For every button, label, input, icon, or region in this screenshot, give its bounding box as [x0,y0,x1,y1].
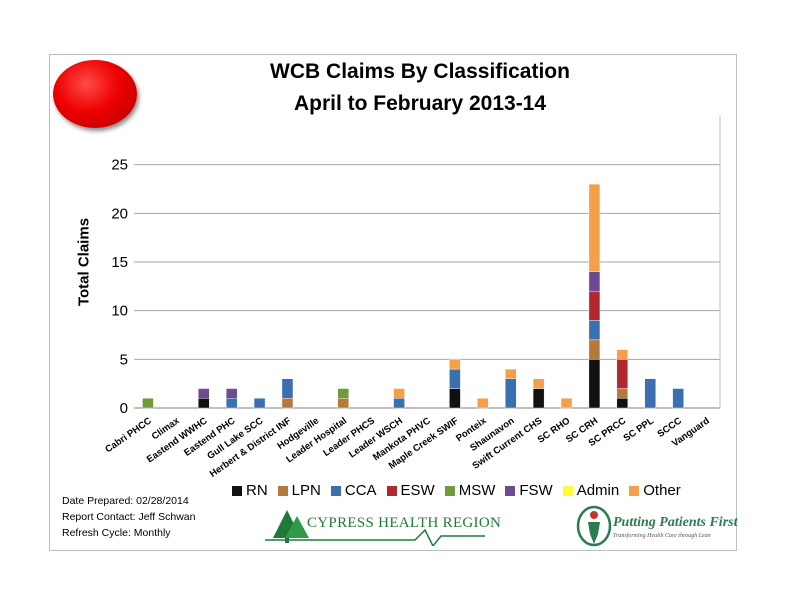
bar-rn-11 [449,388,461,409]
bar-rn-17 [616,398,629,409]
y-tick-label-10: 10 [111,303,128,320]
legend-label-admin: Admin [576,482,620,499]
bar-fsw-2 [198,388,210,399]
bar-other-13 [505,368,517,380]
y-tick-label-5: 5 [120,351,128,368]
bar-cca-5 [281,378,294,399]
bar-esw-16 [588,291,601,321]
legend-item-lpn: LPN [277,482,321,499]
patient-figure-logo-icon [576,505,612,547]
legend-label-cca: CCA [344,482,377,499]
bar-fsw-16 [588,271,601,292]
bar-cca-19 [672,388,684,409]
y-tick-label-0: 0 [120,400,128,417]
bar-lpn-5 [281,398,294,409]
legend-label-lpn: LPN [291,482,321,499]
x-tick-label-18: SC PPL [622,415,657,444]
bar-other-12 [477,398,489,409]
legend-item-esw: ESW [386,482,435,499]
y-tick-label-15: 15 [111,254,128,271]
legend-label-msw: MSW [458,482,496,499]
bar-rn-14 [532,388,545,409]
legend-swatch-msw [444,485,455,496]
legend-item-cca: CCA [330,482,377,499]
bar-cca-9 [393,398,405,409]
bar-lpn-17 [616,388,629,399]
report-footer: Date Prepared: 02/28/2014 Report Contact… [62,493,195,541]
bar-cca-4 [253,398,266,409]
legend-item-admin: Admin [562,482,620,499]
legend-swatch-other [629,485,640,496]
legend-label-other: Other [643,482,681,499]
bar-rn-2 [198,398,210,409]
putting-patients-first-subtext: Transforming Health Care through Lean [613,533,711,539]
bar-msw-7 [337,388,349,399]
bar-cca-18 [644,378,656,409]
refresh-cycle: Refresh Cycle: Monthly [62,527,171,539]
chart-title-line1: WCB Claims By Classification [270,60,570,83]
bar-lpn-16 [588,339,601,360]
chart-legend: RN LPN CCA ESW MSW FSW Admin Other [232,482,681,499]
x-tick-label-0: Cabri PHCC [103,415,154,455]
legend-item-rn: RN [232,482,268,499]
cypress-tree-logo-icon [265,510,485,546]
bar-other-14 [532,378,545,389]
bar-other-11 [449,359,461,370]
legend-label-rn: RN [246,482,268,499]
legend-item-msw: MSW [444,482,496,499]
red-status-indicator [53,60,137,128]
bar-cca-16 [588,320,601,341]
legend-item-other: Other [629,482,681,499]
bar-other-15 [560,398,573,409]
chart-frame [49,54,737,551]
chart-title-line2: April to February 2013-14 [293,92,547,115]
legend-label-esw: ESW [400,482,435,499]
y-tick-label-20: 20 [111,205,128,222]
legend-swatch-lpn [277,485,288,496]
legend-swatch-admin [562,485,573,496]
legend-item-fsw: FSW [505,482,553,499]
date-prepared: Date Prepared: 02/28/2014 [62,495,189,507]
bar-rn-16 [588,359,601,409]
cypress-health-region-logo-text: CYPRESS HEALTH REGION [307,515,502,531]
legend-swatch-cca [330,485,341,496]
legend-swatch-fsw [505,485,516,496]
putting-patients-first-logo-text: Putting Patients First [613,515,738,530]
legend-swatch-rn [232,485,242,496]
bar-other-16 [588,183,601,272]
bar-cca-13 [505,378,517,409]
bar-fsw-3 [225,388,238,399]
report-contact: Report Contact: Jeff Schwan [62,511,196,523]
bar-cca-3 [225,398,238,409]
bar-other-9 [393,388,405,399]
bar-esw-17 [616,359,629,389]
y-tick-label-25: 25 [111,157,128,174]
bar-cca-11 [449,368,461,389]
bar-other-17 [616,349,629,360]
bar-lpn-7 [337,398,349,409]
legend-label-fsw: FSW [519,482,553,499]
legend-swatch-esw [386,485,397,496]
bar-msw-0 [142,398,154,409]
